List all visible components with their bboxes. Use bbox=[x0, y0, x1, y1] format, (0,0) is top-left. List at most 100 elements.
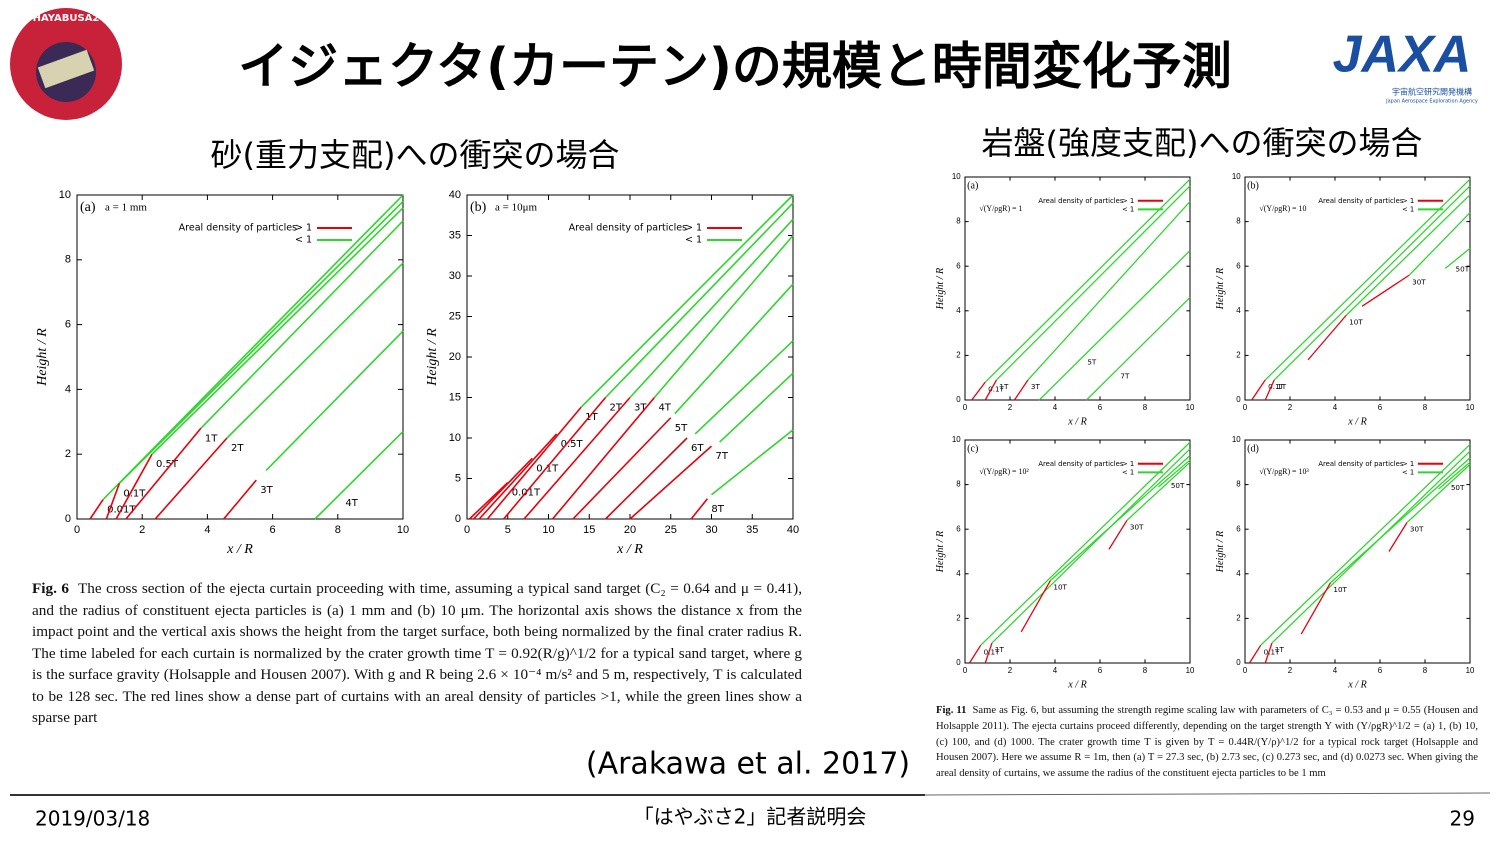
x-tick-label: 2 bbox=[1008, 666, 1012, 675]
curtain-green bbox=[719, 372, 794, 443]
plot-frame bbox=[76, 194, 404, 520]
y-tick-label: 25 bbox=[449, 310, 461, 322]
hayabusa2-logo: HAYABUSA2 bbox=[10, 8, 122, 120]
legend-high: > 1 bbox=[1402, 460, 1414, 468]
curve-label: 6T bbox=[691, 443, 704, 454]
curtain-green bbox=[980, 441, 1191, 646]
x-tick-label: 8 bbox=[335, 524, 341, 536]
curtain-red bbox=[89, 499, 104, 520]
jaxa-en: Japan Aerospace Exploration Agency bbox=[1385, 99, 1478, 105]
curve-label: 5T bbox=[675, 423, 688, 434]
caption-label: Fig. 6 bbox=[32, 580, 69, 597]
x-tick-label: 4 bbox=[1053, 666, 1058, 675]
legend-high: > 1 bbox=[1122, 460, 1134, 468]
curtain-red bbox=[1300, 582, 1332, 635]
curve-label: 7T bbox=[1120, 371, 1130, 380]
plot: 0 2 4 6 8 10 0 2 4 6 8 10 x / R Height / R (a) √(Y/ρgR)… bbox=[935, 172, 1195, 428]
plot-frame bbox=[964, 176, 1191, 401]
x-tick-label: 4 bbox=[1333, 403, 1338, 412]
curtain-green bbox=[1038, 250, 1191, 401]
curve-label: 0.1T bbox=[536, 463, 559, 474]
curtain-green bbox=[694, 340, 794, 435]
x-tick-label: 10 bbox=[1186, 666, 1195, 675]
jaxa-ja: 宇宙航空研究開発機構 bbox=[1392, 87, 1472, 97]
curtain-green bbox=[711, 429, 794, 496]
curve-label: 5T bbox=[1087, 357, 1097, 366]
x-tick-label: 8 bbox=[1423, 403, 1428, 412]
curtain-green bbox=[1345, 194, 1471, 316]
y-tick-label: 4 bbox=[1236, 569, 1241, 578]
y-tick-label: 10 bbox=[1232, 172, 1241, 181]
x-axis-label: x / R bbox=[1067, 680, 1086, 691]
y-tick-label: 6 bbox=[956, 261, 961, 270]
x-tick-label: 0 bbox=[74, 524, 80, 536]
curtain-red bbox=[1013, 379, 1029, 401]
y-tick-label: 8 bbox=[65, 254, 71, 266]
curtain-green bbox=[991, 448, 1191, 644]
curve-label: 50T bbox=[1451, 483, 1465, 492]
curtain-red bbox=[503, 396, 607, 520]
y-tick-label: 10 bbox=[449, 432, 461, 444]
x-axis-label: x / R bbox=[1347, 417, 1366, 428]
panel-label: (d) bbox=[1247, 444, 1259, 455]
curtain-red bbox=[1020, 580, 1052, 633]
citation: (Arakawa et al. 2017) bbox=[586, 747, 910, 782]
y-tick-label: 8 bbox=[1236, 217, 1241, 226]
x-tick-label: 20 bbox=[624, 524, 636, 536]
y-axis-label: Height / R bbox=[935, 531, 946, 573]
x-tick-label: 2 bbox=[1008, 403, 1012, 412]
curtain-red bbox=[105, 483, 121, 520]
curtain-red bbox=[572, 417, 672, 520]
x-tick-label: 40 bbox=[787, 524, 799, 536]
y-tick-label: 0 bbox=[1236, 658, 1241, 667]
x-tick-label: 25 bbox=[665, 524, 677, 536]
curtain-red bbox=[1248, 644, 1262, 664]
curtain-green bbox=[674, 283, 794, 415]
curtain-red bbox=[984, 379, 998, 401]
caption-label: Fig. 11 bbox=[936, 705, 967, 716]
curve-label: 10T bbox=[1349, 317, 1363, 326]
curtain-red bbox=[478, 433, 558, 520]
x-tick-label: 4 bbox=[1053, 403, 1058, 412]
plot: 0 2 4 6 8 10 0 2 4 6 8 10 x / R Height / R (b) √(Y/ρgR)… bbox=[1215, 172, 1475, 428]
subtitle-right: 岩盤(強度支配)への衝突の場合 bbox=[982, 124, 1423, 162]
x-tick-label: 4 bbox=[1333, 666, 1338, 675]
curtain-red bbox=[115, 453, 153, 520]
curtain-green bbox=[1158, 459, 1191, 488]
y-tick-label: 8 bbox=[1236, 480, 1241, 489]
x-tick-label: 2 bbox=[139, 524, 145, 536]
y-axis-label: Height / R bbox=[425, 328, 440, 387]
curtain-red bbox=[1388, 522, 1408, 552]
curtain-red bbox=[629, 445, 713, 520]
fig11-caption: Fig. 11 Same as Fig. 6, but assuming the… bbox=[936, 703, 1478, 782]
plot: 0 5 10 15 20 25 30 35 40 0 5 10 15 20 25 30 35 40 x / R Hei… bbox=[425, 189, 799, 557]
x-tick-label: 6 bbox=[1378, 403, 1383, 412]
curve-label: 30T bbox=[1410, 525, 1424, 534]
curtain-green bbox=[1330, 457, 1471, 584]
curve-label: 1T bbox=[999, 382, 1009, 391]
legend-title: Areal density of particles bbox=[1038, 197, 1123, 205]
curtain-red bbox=[1264, 379, 1275, 401]
panel-label: (b) bbox=[1247, 181, 1259, 192]
legend-title: Areal density of particles bbox=[569, 223, 687, 234]
x-tick-label: 0 bbox=[464, 524, 470, 536]
curve-label: 8T bbox=[711, 504, 724, 515]
jaxa-logo: JAXA 宇宙航空研究開発機構 Japan Aerospace Explorat… bbox=[1333, 26, 1478, 105]
x-tick-label: 10 bbox=[1186, 403, 1195, 412]
x-axis-label: x / R bbox=[616, 542, 643, 557]
curtain-red bbox=[472, 457, 533, 520]
legend-title: Areal density of particles bbox=[1318, 460, 1403, 468]
curtain-red bbox=[1361, 274, 1410, 307]
y-tick-label: 5 bbox=[455, 472, 461, 484]
x-tick-label: 10 bbox=[397, 524, 409, 536]
curtain-red bbox=[1307, 314, 1347, 361]
annotation: a = 10μm bbox=[495, 202, 537, 214]
caption-text: The cross section of the ejecta curtain … bbox=[32, 580, 802, 726]
curve-label: 0.1T bbox=[988, 384, 1004, 393]
curve-label: 0.5T bbox=[156, 459, 179, 470]
x-tick-label: 2 bbox=[1288, 403, 1292, 412]
curve-label: 30T bbox=[1130, 522, 1144, 531]
curve-label: 50T bbox=[1171, 481, 1185, 490]
fig6-caption: Fig. 6 The cross section of the ejecta c… bbox=[32, 578, 802, 729]
